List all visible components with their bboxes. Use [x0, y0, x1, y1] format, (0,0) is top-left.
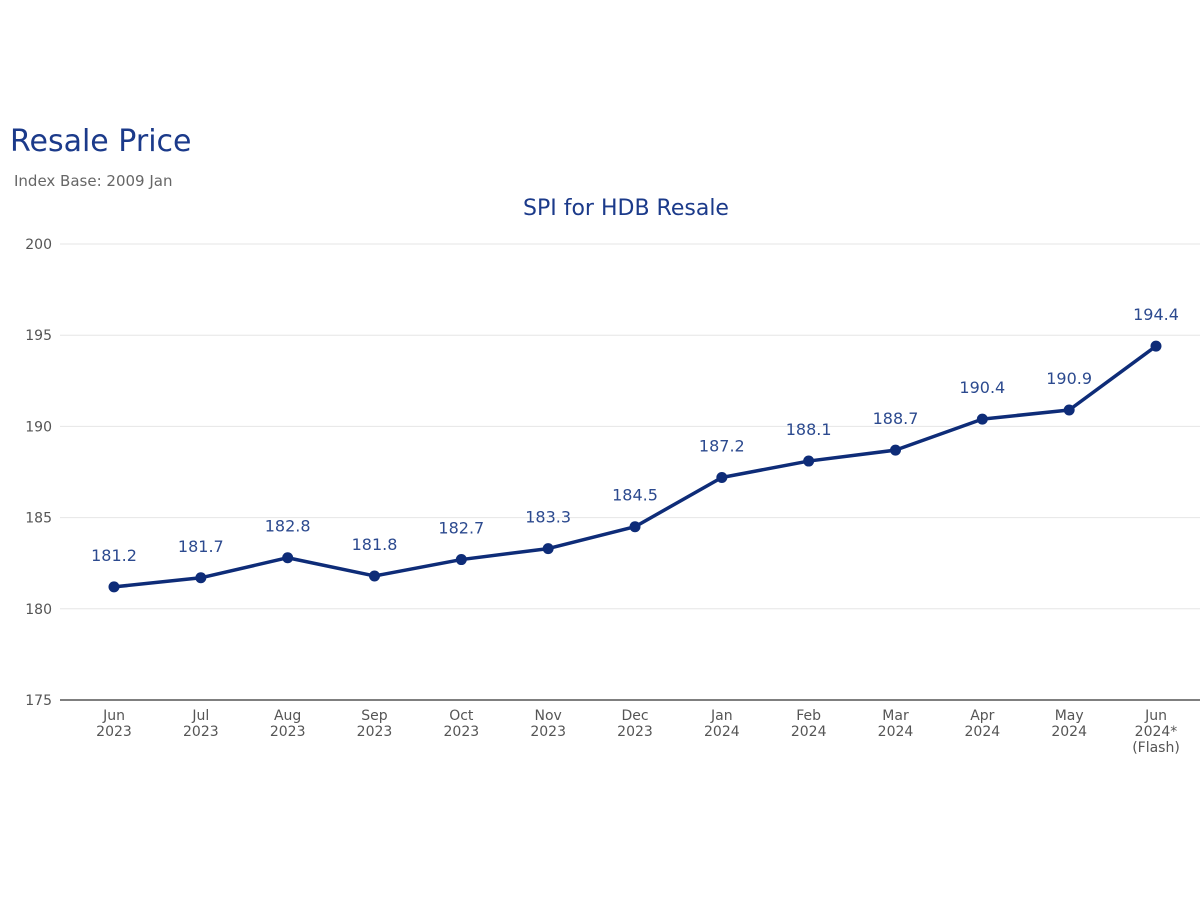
x-tick-label: Feb 2024: [791, 708, 827, 740]
y-tick-label: 175: [25, 693, 52, 709]
page-subtitle: Index Base: 2009 Jan: [14, 172, 173, 190]
x-tick-label: Mar 2024: [878, 708, 914, 740]
data-point: [629, 521, 641, 533]
y-tick-label: 185: [25, 511, 52, 527]
axis-layer: 175 180 185 190 195 200 Jun 2023 Jul 2023 Aug 2023 S…: [25, 237, 1200, 756]
x-tick-label: Sep 2023: [357, 708, 393, 740]
chart-title: SPI for HDB Resale: [523, 196, 729, 221]
x-tick-label: Jan 2024: [704, 708, 740, 740]
data-label: 182.7: [438, 519, 484, 538]
x-tick-label: Apr 2024: [965, 708, 1001, 740]
data-point: [1150, 340, 1162, 352]
x-tick-label: Oct 2023: [444, 708, 480, 740]
x-tick-label: Aug 2023: [270, 708, 306, 740]
data-label: 188.1: [786, 420, 832, 439]
data-label: 183.3: [525, 508, 571, 527]
y-tick-label: 180: [25, 602, 52, 618]
data-point: [1063, 404, 1075, 416]
x-tick-label: Jun 2024* (Flash): [1132, 708, 1180, 756]
x-tick-label: Jun 2023: [96, 708, 132, 740]
x-tick-label: Jul 2023: [183, 708, 219, 740]
data-point: [455, 554, 467, 566]
data-label: 187.2: [699, 436, 745, 455]
data-point: [195, 572, 207, 584]
data-point: [542, 543, 554, 555]
grid-layer: [60, 243, 1200, 610]
data-point: [976, 413, 988, 425]
data-point: [716, 471, 728, 483]
data-point: [803, 455, 815, 467]
y-tick-label: 190: [25, 419, 52, 435]
data-label: 190.9: [1046, 369, 1092, 388]
data-label: 181.2: [91, 546, 137, 565]
x-tick-label: Dec 2023: [617, 708, 653, 740]
data-label-layer: 181.2 181.7 182.8 181.8 182.7 183.3 184.5 187.2…: [91, 305, 1179, 565]
x-tick-label: Nov 2023: [530, 708, 566, 740]
data-label: 181.7: [178, 537, 224, 556]
data-label: 194.4: [1133, 305, 1179, 324]
data-point: [369, 570, 380, 582]
data-point: [108, 581, 120, 593]
y-tick-label: 195: [25, 328, 52, 344]
page-title: Resale Price: [10, 124, 192, 159]
x-tick-label: May 2024: [1051, 708, 1087, 740]
data-label: 182.8: [265, 517, 311, 536]
data-label: 190.4: [959, 378, 1005, 397]
data-label: 181.8: [352, 535, 398, 554]
data-label: 188.7: [873, 409, 919, 428]
series-layer: [108, 340, 1162, 593]
data-label: 184.5: [612, 486, 658, 505]
data-point: [282, 552, 294, 564]
y-tick-label: 200: [25, 237, 52, 253]
data-point: [890, 444, 901, 456]
